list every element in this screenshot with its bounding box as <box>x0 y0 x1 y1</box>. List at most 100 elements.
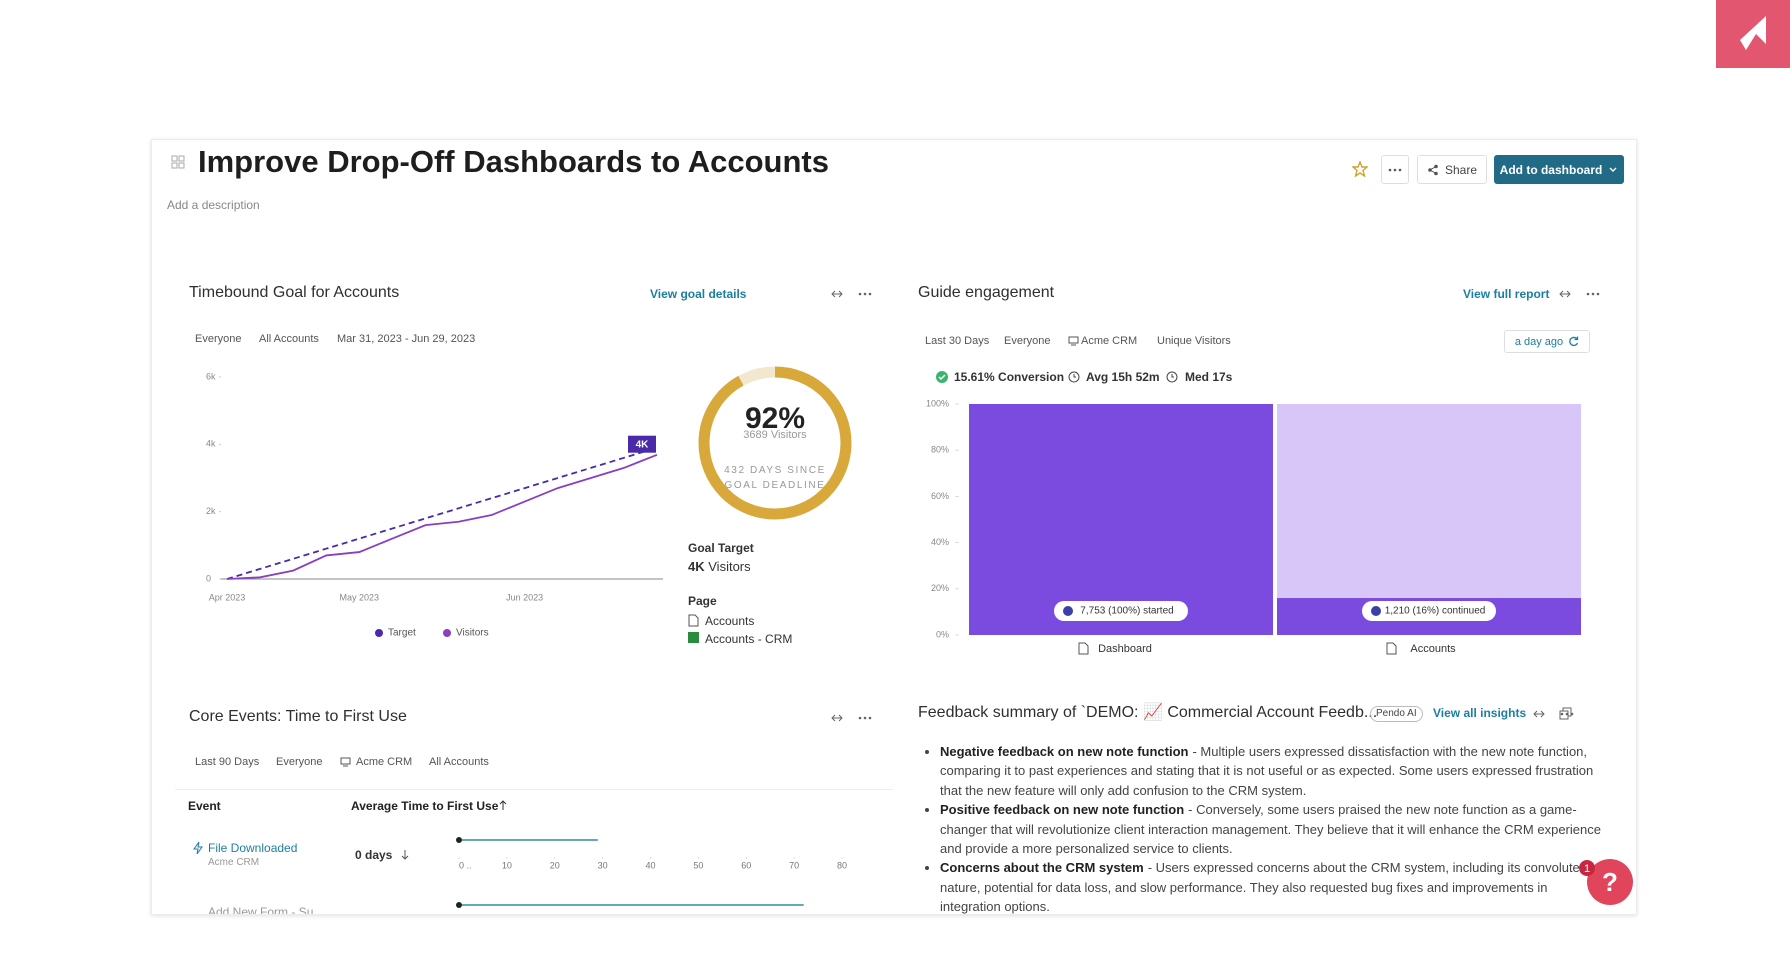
filter[interactable]: Last 90 Days <box>195 756 260 768</box>
filter[interactable]: Everyone <box>1004 335 1051 347</box>
widget-link[interactable]: View goal details <box>650 287 747 301</box>
filter[interactable]: Mar 31, 2023 - Jun 29, 2023 <box>337 333 476 345</box>
sort-icon <box>499 800 507 810</box>
pill-icon <box>1063 606 1073 616</box>
corner-logo[interactable] <box>1716 0 1790 68</box>
x-tick-label: 0 .. <box>459 860 472 870</box>
share-button[interactable]: Share <box>1417 155 1487 184</box>
y-tick-label: 40% <box>931 537 949 547</box>
doc-icon <box>1078 642 1089 655</box>
gauge-subtitle: 3689 Visitors <box>743 429 807 441</box>
expand-icon[interactable] <box>1559 290 1571 298</box>
stat: Avg 15h 52m <box>1086 370 1160 384</box>
menu-dot[interactable] <box>858 716 862 720</box>
value-pill <box>1362 601 1496 621</box>
y-tick-label: 100% <box>926 398 949 408</box>
menu-dot[interactable] <box>1596 292 1600 296</box>
menu-dot[interactable] <box>868 716 872 720</box>
series-line <box>226 446 658 580</box>
x-tick-label: Dashboard <box>1098 643 1152 655</box>
expand-icon[interactable] <box>1533 710 1545 718</box>
goal-target-label: Goal Target <box>688 541 754 555</box>
more-button[interactable] <box>1381 155 1409 184</box>
x-tick-label: Apr 2023 <box>209 592 246 602</box>
widget-title: Core Events: Time to First Use <box>189 708 407 725</box>
dots <box>1388 168 1402 171</box>
menu-dot[interactable] <box>1586 292 1590 296</box>
expand-icon[interactable] <box>831 290 843 298</box>
target-badge-label: 4K <box>636 439 650 450</box>
event-app: Acme CRM <box>208 857 260 868</box>
filter[interactable]: Everyone <box>195 333 242 345</box>
share-icon <box>1428 164 1438 175</box>
filter[interactable]: All Accounts <box>259 333 319 345</box>
x-tick-label: Accounts <box>1410 643 1456 655</box>
filter[interactable]: Unique Visitors <box>1157 335 1231 347</box>
monitor-icon <box>1068 336 1079 346</box>
filter[interactable]: Acme CRM <box>1081 335 1138 347</box>
bar-track <box>969 404 1273 635</box>
refresh-icon <box>1569 336 1579 347</box>
feedback-item: Concerns about the CRM system- Users exp… <box>940 858 1602 915</box>
help-icon: ? <box>1602 867 1618 897</box>
legend-marker <box>375 629 383 637</box>
menu-dot[interactable] <box>858 292 862 296</box>
doc-icon <box>688 614 699 627</box>
pill-icon <box>1371 606 1381 616</box>
gauge-note: 432 DAYS SINCE GOAL DEADLINE <box>724 465 826 491</box>
series-line <box>226 453 658 580</box>
value-label: 1,210 (16%) continued <box>1385 606 1486 617</box>
menu-dot[interactable] <box>863 292 867 296</box>
filter[interactable]: Acme CRM <box>356 756 413 768</box>
filter[interactable]: Everyone <box>276 756 323 768</box>
ai-badge: Pendo AI <box>1370 706 1423 722</box>
y-tick-label: 4k <box>206 439 216 449</box>
doc-icon <box>1386 642 1397 655</box>
event-time: 0 days <box>355 848 393 862</box>
description[interactable]: Add a description <box>167 198 260 212</box>
x-tick-label: 40 <box>645 860 655 870</box>
clock-icon <box>1068 371 1080 383</box>
widget-link[interactable]: View all insights <box>1433 706 1527 720</box>
menu-dot[interactable] <box>863 716 867 720</box>
filter[interactable]: Last 30 Days <box>925 335 990 347</box>
help-button[interactable]: 1 ? <box>1575 848 1635 908</box>
filter[interactable]: All Accounts <box>429 756 489 768</box>
y-tick-label: 0 <box>206 573 211 583</box>
stat: 15.61% Conversion <box>954 370 1065 384</box>
add-label: Add to dashboard <box>1499 162 1603 177</box>
feedback-head: Concerns about the CRM system <box>940 860 1144 876</box>
grid-icon <box>171 155 185 169</box>
event-name[interactable]: File Downloaded <box>208 841 298 855</box>
x-tick-label: 10 <box>502 860 512 870</box>
refresh-button[interactable]: a day ago <box>1504 330 1590 353</box>
clock-icon <box>1166 371 1178 383</box>
check-icon <box>936 371 948 383</box>
feedback-head: Positive feedback on new note function <box>940 802 1185 818</box>
copy-icon[interactable] <box>1559 707 1572 720</box>
feedback-item: Negative feedback on new note function- … <box>940 742 1602 800</box>
goal-target-value: 4K <box>688 559 705 574</box>
menu-dot[interactable] <box>1591 292 1595 296</box>
bar <box>1277 598 1581 635</box>
range-start <box>456 837 462 843</box>
page-item: Accounts - CRM <box>705 632 793 646</box>
bar <box>969 404 1273 635</box>
column-header[interactable]: Average Time to First Use <box>351 799 499 813</box>
trend-icon <box>401 850 409 860</box>
expand-icon[interactable] <box>831 714 843 722</box>
feedback-list: Negative feedback on new note function- … <box>922 742 1602 915</box>
menu-dot[interactable] <box>868 292 872 296</box>
monitor-icon <box>340 757 351 767</box>
add-to-dashboard-button[interactable]: Add to dashboard <box>1494 155 1624 184</box>
column-header[interactable]: Event <box>188 799 221 813</box>
star-button[interactable] <box>1352 161 1368 177</box>
widget-link[interactable]: View full report <box>1463 287 1550 301</box>
event-name[interactable]: Add New Form - Su... <box>208 905 324 915</box>
feedback-text: - Users expressed concerns about the CRM… <box>940 860 1588 915</box>
x-tick-label: 80 <box>837 860 847 870</box>
value-pill <box>1054 601 1188 621</box>
y-tick-label: 2k <box>206 506 216 516</box>
x-tick-label: 20 <box>550 860 560 870</box>
